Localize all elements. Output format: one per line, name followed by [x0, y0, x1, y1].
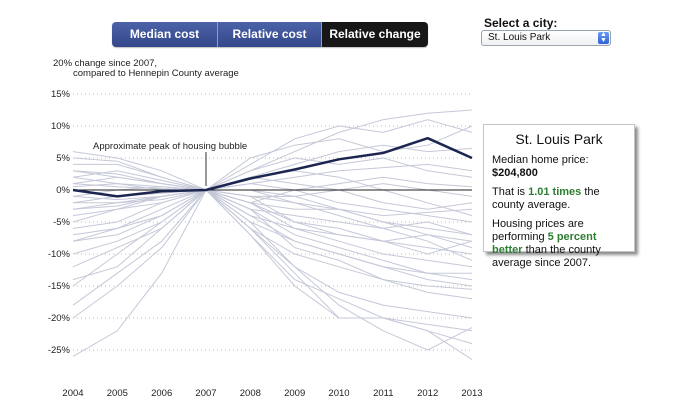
tab-relative-change[interactable]: Relative change [322, 22, 428, 47]
y-tick-label: -5% [53, 217, 70, 228]
series-line [72, 189, 473, 319]
series-line [72, 144, 473, 191]
city-select[interactable]: St. Louis Park ▲ ▼ [481, 30, 611, 46]
bubble-annotation: Approximate peak of housing bubble [93, 141, 247, 186]
highlight-series-line[interactable] [72, 136, 473, 198]
city-select-value: St. Louis Park [488, 32, 551, 43]
tooltip-ratio-value: 1.01 times [528, 186, 582, 198]
series-line [72, 183, 473, 223]
tab-median-cost[interactable]: Median cost [112, 22, 218, 47]
tooltip-price: Median home price: $204,800 [492, 154, 626, 180]
x-tick-label: 2004 [62, 388, 83, 399]
y-tick-label: -10% [48, 249, 71, 260]
view-tabs: Median cost Relative cost Relative chang… [112, 22, 428, 47]
series-line [72, 189, 473, 268]
x-tick-label: 2012 [417, 388, 438, 399]
series-line [72, 189, 473, 306]
y-tick-label: 0% [56, 185, 70, 196]
y-tick-label: 10% [51, 121, 71, 132]
series-line [72, 189, 473, 281]
series-line [72, 176, 473, 236]
chevron-updown-icon: ▲ ▼ [598, 31, 609, 44]
y-tick-label: 5% [56, 153, 70, 164]
series-line [72, 189, 473, 361]
tooltip-price-label: Median home price: [492, 154, 589, 166]
city-select-label: Select a city: [484, 16, 558, 30]
tooltip-performance: Housing prices are performing 5 percent … [492, 218, 626, 270]
x-tick-label: 2009 [284, 388, 305, 399]
series-line [73, 189, 473, 290]
tooltip-ratio: That is 1.01 times the county average. [492, 186, 626, 212]
series-line [72, 189, 473, 261]
tooltip-perf-post: than the county average since 2007. [492, 244, 601, 269]
tooltip-title: St. Louis Park [515, 131, 603, 147]
series-line [72, 189, 473, 351]
series-line [72, 189, 473, 255]
series-line [72, 157, 473, 217]
chart-title-line2: compared to Hennepin County average [73, 68, 239, 79]
y-tick-label: -20% [48, 313, 71, 324]
tooltip-ratio-post: the county average. [492, 186, 600, 211]
x-tick-label: 2006 [151, 388, 172, 399]
series-line [72, 151, 473, 236]
background-series [72, 109, 473, 361]
x-tick-label: 2010 [328, 388, 349, 399]
tab-relative-cost[interactable]: Relative cost [218, 22, 322, 47]
x-axis-labels: 2004 2005 2006 2007 2008 2009 2010 2011 2012 2013 [62, 388, 482, 399]
x-tick-label: 2011 [373, 388, 393, 399]
annotation-label: Approximate peak of housing bubble [93, 141, 247, 152]
tooltip-perf-value: 5 percent better [492, 231, 597, 256]
tooltip-ratio-pre: That is [492, 186, 526, 198]
x-tick-label: 2005 [107, 388, 128, 399]
tooltip-price-value: $204,800 [492, 167, 538, 179]
y-tick-label: -15% [48, 281, 71, 292]
y-tick-label: 15% [51, 89, 71, 100]
y-axis-labels: 15% 10% 5% 0% -5% -10% -15% -20% -25% [48, 89, 71, 356]
y-tick-label: -25% [48, 345, 71, 356]
chart-title-line1: 20% change since 2007, [53, 58, 157, 69]
tooltip-perf-pre: Housing prices are performing [492, 218, 584, 243]
city-tooltip: St. Louis Park Median home price: $204,8… [483, 124, 635, 269]
series-line [72, 189, 473, 249]
x-tick-label: 2007 [195, 388, 216, 399]
series-line [73, 163, 473, 204]
x-tick-label: 2013 [461, 388, 482, 399]
x-tick-label: 2008 [240, 388, 261, 399]
series-line [72, 176, 472, 274]
